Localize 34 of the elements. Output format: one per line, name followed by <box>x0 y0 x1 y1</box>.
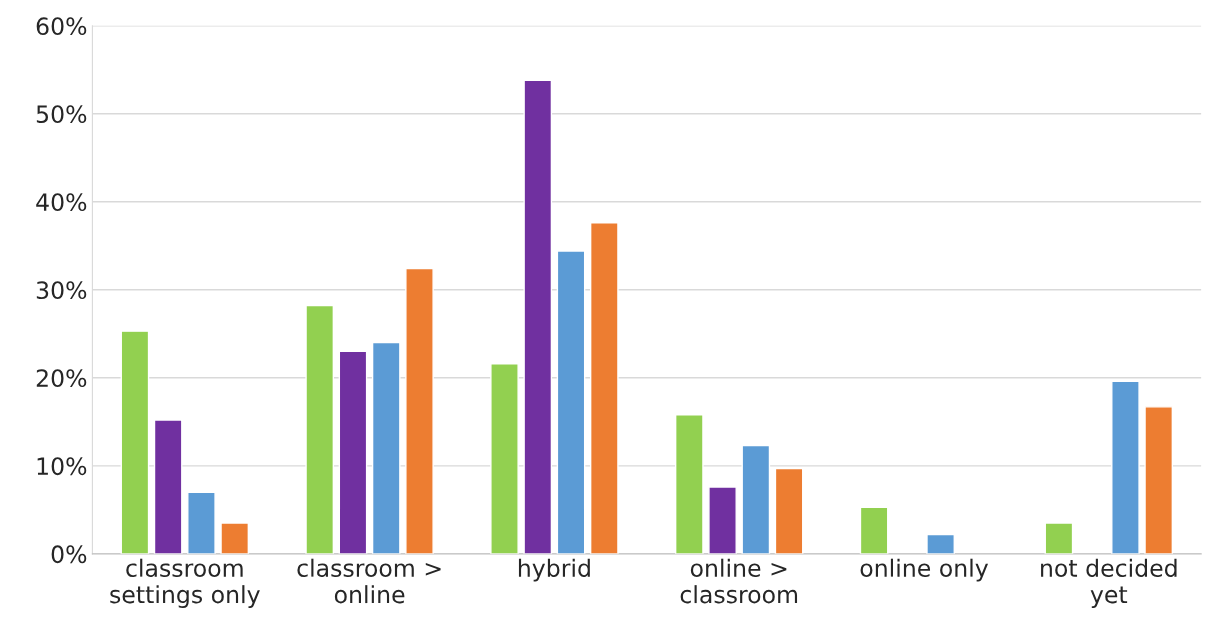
bar <box>1111 380 1140 554</box>
bar <box>741 444 771 554</box>
x-tick-label: classroom > online <box>297 558 441 604</box>
bar <box>187 491 216 554</box>
x-tick-label: online > classroom <box>680 558 798 604</box>
y-tick-label: 40% <box>36 193 87 212</box>
x-tick-label: classroom settings only <box>110 558 260 608</box>
bar <box>220 522 250 554</box>
bar <box>120 330 150 554</box>
bar <box>305 304 335 554</box>
bar <box>153 419 183 554</box>
bar <box>708 486 737 554</box>
x-tick-label: online only <box>860 558 989 582</box>
y-tick-label: 30% <box>36 281 87 300</box>
bar <box>371 341 401 554</box>
y-tick-label: 0% <box>51 545 87 564</box>
bar <box>523 79 553 554</box>
y-tick-label: 50% <box>36 105 87 124</box>
bar <box>1044 522 1074 554</box>
bar <box>405 267 434 554</box>
x-tick-label: hybrid <box>518 558 590 582</box>
bar <box>1144 406 1174 554</box>
bar <box>490 363 519 554</box>
bar <box>338 350 368 554</box>
x-tick-label: not decided yet <box>1041 558 1177 608</box>
bar <box>774 467 804 554</box>
y-tick-label: 20% <box>36 369 87 388</box>
y-tick-label: 10% <box>37 457 87 476</box>
bar <box>674 414 704 554</box>
bar <box>926 533 955 554</box>
bar <box>556 250 586 554</box>
bar <box>589 222 619 554</box>
bar <box>859 506 889 554</box>
y-tick-label: 60% <box>36 17 87 36</box>
